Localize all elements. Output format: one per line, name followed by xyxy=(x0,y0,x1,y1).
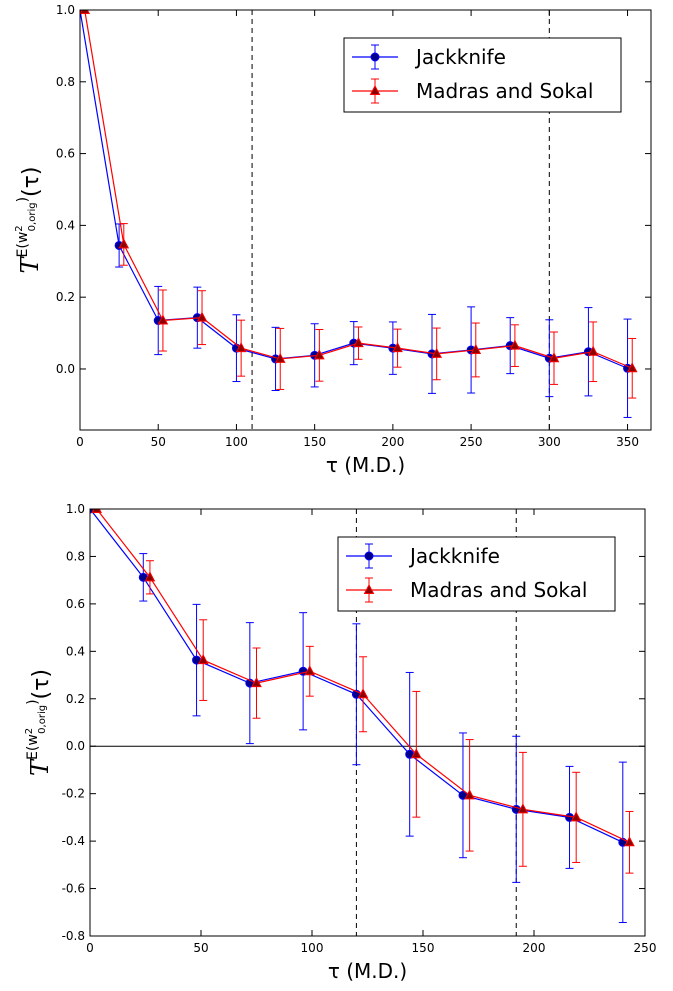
plot-area xyxy=(80,10,638,430)
y-tick-label: -0.4 xyxy=(62,834,85,848)
marker xyxy=(196,311,208,322)
x-tick-label: 350 xyxy=(616,435,639,449)
y-tick-label: -0.2 xyxy=(62,787,85,801)
legend-marker xyxy=(363,583,375,594)
legend-box xyxy=(337,536,616,612)
y-tick-label: 0.6 xyxy=(66,597,85,611)
y-tick-label: 0.2 xyxy=(66,692,85,706)
y-tick-label: 0.0 xyxy=(66,739,85,753)
y-axis-label-part: 2 xyxy=(24,728,35,734)
marker xyxy=(548,352,560,363)
marker xyxy=(304,665,316,676)
y-tick-label: 0.4 xyxy=(56,218,75,232)
marker xyxy=(470,343,482,354)
y-axis-label-part: ) xyxy=(15,197,31,202)
legend-label: Jackknife xyxy=(414,45,506,69)
x-tick-label: 150 xyxy=(412,941,435,955)
marker xyxy=(157,314,169,325)
y-tick-label: 0.2 xyxy=(56,290,75,304)
marker xyxy=(353,337,364,348)
marker xyxy=(197,654,209,665)
marker xyxy=(624,836,635,847)
x-tick-label: 0 xyxy=(86,941,94,955)
y-tick-label: -0.6 xyxy=(62,882,85,896)
x-tick-label: 250 xyxy=(460,435,483,449)
y-axis-label-part: T xyxy=(26,758,54,776)
legend-marker xyxy=(364,551,374,561)
x-tick-label: 100 xyxy=(225,435,248,449)
marker xyxy=(517,803,529,814)
marker xyxy=(626,362,638,373)
legend-label: Jackknife xyxy=(408,544,500,568)
marker xyxy=(392,342,403,353)
y-axis-label-part: (τ) xyxy=(19,167,44,197)
marker xyxy=(144,571,156,582)
legend: Jackknife Madras and Sokal xyxy=(343,37,622,113)
legend: Jackknife Madras and Sokal xyxy=(337,536,616,612)
legend-label: Madras and Sokal xyxy=(416,79,593,103)
marker xyxy=(587,345,599,356)
y-tick-label: 0.4 xyxy=(66,644,85,658)
y-tick-label: 0.8 xyxy=(56,75,75,89)
y-axis-label: TE(w2 0,orig)(τ) xyxy=(14,167,44,274)
x-tick-label: 0 xyxy=(76,435,84,449)
y-axis-label-part: 0,orig xyxy=(27,202,38,231)
marker xyxy=(235,342,247,353)
legend-marker xyxy=(369,84,381,95)
y-axis-label-part: ) xyxy=(25,699,41,704)
x-tick-label: 150 xyxy=(303,435,326,449)
y-tick-label: -0.8 xyxy=(62,929,85,943)
x-tick-label: 200 xyxy=(381,435,404,449)
marker xyxy=(91,509,102,513)
y-axis-label-part: 2 xyxy=(14,225,25,231)
x-axis-label: τ (M.D.) xyxy=(328,959,407,983)
x-tick-label: 100 xyxy=(301,941,324,955)
x-axis-label: τ (M.D.) xyxy=(326,453,405,477)
y-axis-label: TE(w2 0,orig)(τ) xyxy=(24,669,54,776)
legend-label: Madras and Sokal xyxy=(410,578,587,602)
y-axis-label-part: E(w xyxy=(15,232,31,258)
y-tick-label: 0.8 xyxy=(66,549,85,563)
y-tick-label: 0.0 xyxy=(56,362,75,376)
plot-area xyxy=(90,509,645,936)
x-tick-label: 50 xyxy=(151,435,166,449)
y-axis-label-part: E(w xyxy=(25,734,41,760)
marker xyxy=(570,811,582,822)
legend-box xyxy=(343,37,622,113)
marker xyxy=(411,748,422,759)
marker xyxy=(314,349,325,360)
marker xyxy=(357,688,369,699)
marker xyxy=(509,339,521,350)
marker xyxy=(274,352,286,363)
axes-frame xyxy=(79,9,652,431)
marker xyxy=(80,10,91,14)
y-axis-label-part: (τ) xyxy=(29,669,54,699)
y-tick-label: 0.6 xyxy=(56,147,75,161)
axes-frame xyxy=(89,508,646,937)
x-tick-label: 300 xyxy=(538,435,561,449)
marker xyxy=(464,789,475,800)
legend-marker xyxy=(370,52,380,62)
x-tick-label: 250 xyxy=(634,941,657,955)
marker xyxy=(431,347,443,358)
y-tick-label: 1.0 xyxy=(56,3,75,17)
marker xyxy=(118,238,130,249)
y-axis-label-part: 0,orig xyxy=(37,705,48,734)
x-tick-label: 50 xyxy=(193,941,208,955)
marker xyxy=(251,677,262,688)
y-axis-label-part: T xyxy=(16,255,44,273)
x-tick-label: 200 xyxy=(523,941,546,955)
y-tick-label: 1.0 xyxy=(66,502,85,516)
